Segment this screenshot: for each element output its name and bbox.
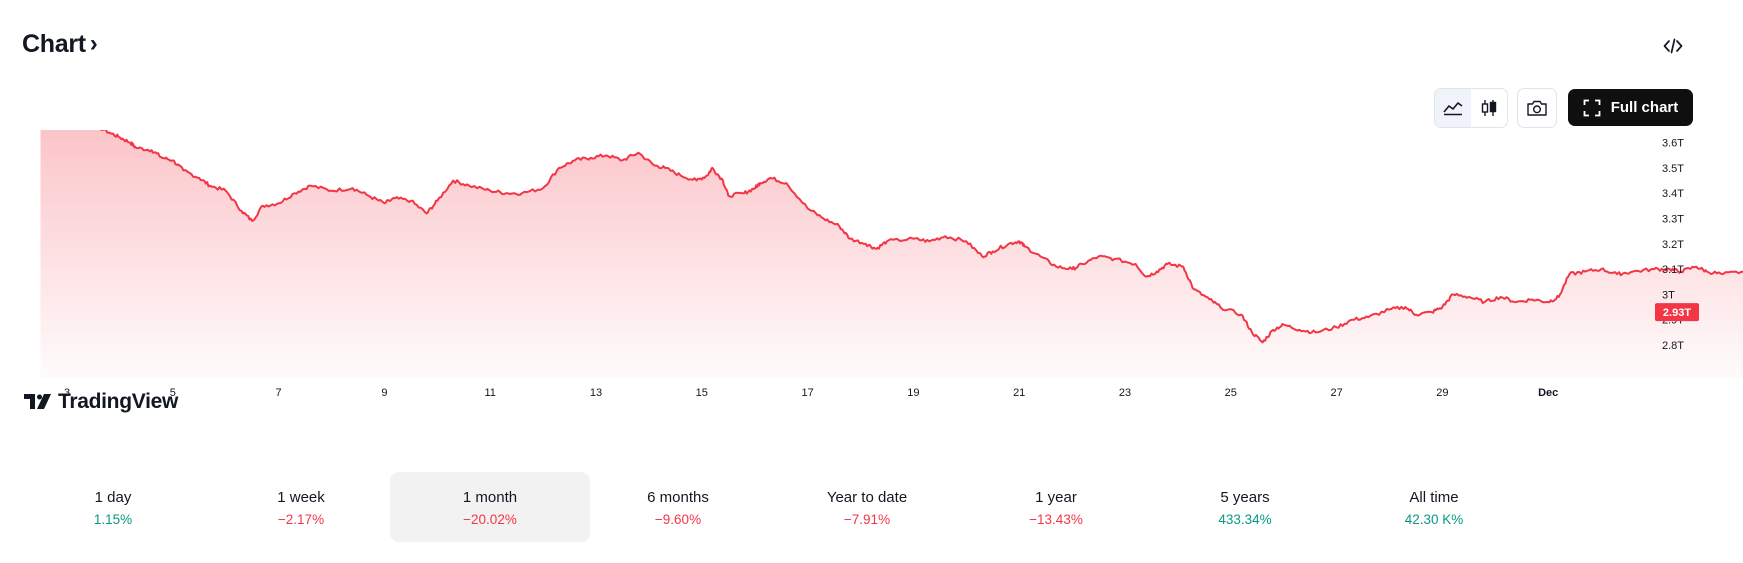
period-change-value: −13.43% bbox=[1029, 512, 1083, 527]
screenshot-button[interactable] bbox=[1517, 88, 1557, 128]
candlestick-chart-button[interactable] bbox=[1471, 89, 1507, 127]
period-label: 1 week bbox=[277, 489, 325, 506]
y-tick-label: 3.1T bbox=[1662, 264, 1684, 276]
x-tick-label: 11 bbox=[484, 387, 495, 399]
period-tab-6-months[interactable]: 6 months −9.60% bbox=[578, 472, 778, 542]
period-tab-year-to-date[interactable]: Year to date −7.91% bbox=[767, 472, 967, 542]
x-tick-label: 25 bbox=[1225, 387, 1237, 399]
fullscreen-icon bbox=[1583, 99, 1601, 116]
period-label: 5 years bbox=[1220, 489, 1270, 506]
x-tick-label: Dec bbox=[1538, 387, 1558, 399]
period-label: Year to date bbox=[826, 489, 908, 506]
period-change-value: −7.91% bbox=[843, 512, 891, 527]
period-performance-tabs: 1 day 1.15% 1 week −2.17% 1 month −20.02% 6 mo… bbox=[0, 472, 1743, 544]
last-price-badge bbox=[1655, 303, 1699, 322]
price-area-fill bbox=[40, 130, 1743, 378]
tradingview-logo-text: TradingView bbox=[58, 390, 179, 413]
x-tick-label: 13 bbox=[590, 387, 602, 399]
period-label: 1 month bbox=[462, 489, 518, 506]
x-tick-label: 23 bbox=[1119, 387, 1131, 399]
x-tick-label: 3 bbox=[64, 387, 70, 399]
y-tick-label: 3.3T bbox=[1662, 214, 1684, 226]
period-tab-1-week[interactable]: 1 week −2.17% bbox=[201, 472, 401, 542]
tradingview-logo-icon bbox=[24, 394, 51, 409]
period-tab-5-years[interactable]: 5 years 433.34% bbox=[1145, 472, 1345, 542]
period-label: 1 day bbox=[94, 489, 132, 506]
period-label: All time bbox=[1409, 489, 1459, 506]
y-tick-label: 3.6T bbox=[1662, 138, 1684, 150]
period-tab-1-year[interactable]: 1 year −13.43% bbox=[956, 472, 1156, 542]
x-tick-label: 9 bbox=[381, 387, 387, 399]
chart-type-toggle bbox=[1434, 88, 1508, 128]
price-chart[interactable]: 3 5 7 9 11 13 15 17 19 21 23 25 27 29 Dec 3.6T 3.5T 3.4T… bbox=[0, 130, 1743, 450]
x-tick-label: 19 bbox=[907, 387, 919, 399]
period-change-value: 42.30 K% bbox=[1404, 512, 1464, 527]
code-icon bbox=[1663, 38, 1683, 54]
y-tick-label: 3.5T bbox=[1662, 163, 1684, 175]
page-title: Chart bbox=[22, 30, 86, 58]
period-tab-all-time[interactable]: All time 42.30 K% bbox=[1334, 472, 1534, 542]
period-change-value: 433.34% bbox=[1218, 512, 1272, 527]
chevron-right-icon: › bbox=[89, 29, 98, 57]
period-change-value: −20.02% bbox=[463, 512, 517, 527]
y-tick-label: 2.8T bbox=[1662, 340, 1684, 352]
chart-title-link[interactable]: Chart › bbox=[22, 30, 98, 59]
period-label: 6 months bbox=[647, 489, 709, 506]
tradingview-logo: TradingView bbox=[24, 390, 178, 414]
x-tick-label: 7 bbox=[276, 387, 282, 399]
y-tick-label: 3.4T bbox=[1662, 188, 1684, 200]
period-tab-1-day[interactable]: 1 day 1.15% bbox=[13, 472, 213, 542]
area-chart-button[interactable] bbox=[1435, 89, 1471, 127]
x-tick-label: 15 bbox=[696, 387, 708, 399]
x-tick-label: 27 bbox=[1330, 387, 1342, 399]
x-tick-label: 17 bbox=[801, 387, 813, 399]
period-tab-1-month[interactable]: 1 month −20.02% bbox=[390, 472, 590, 542]
x-tick-label: 5 bbox=[170, 387, 176, 399]
period-change-value: −9.60% bbox=[654, 512, 702, 527]
last-price-badge-label: 2.93T bbox=[1663, 307, 1691, 319]
area-chart-icon bbox=[1443, 102, 1463, 116]
embed-code-button[interactable] bbox=[1658, 34, 1688, 58]
period-change-value: −2.17% bbox=[277, 512, 325, 527]
y-tick-label: 3T bbox=[1662, 289, 1675, 301]
x-tick-label: 29 bbox=[1436, 387, 1448, 399]
candlestick-icon bbox=[1481, 100, 1497, 116]
full-chart-label: Full chart bbox=[1610, 99, 1679, 116]
camera-icon bbox=[1527, 100, 1547, 116]
period-label: 1 year bbox=[1035, 489, 1077, 506]
y-tick-label: 3.2T bbox=[1662, 239, 1684, 251]
period-change-value: 1.15% bbox=[93, 512, 133, 527]
full-chart-button[interactable]: Full chart bbox=[1568, 89, 1693, 126]
x-tick-label: 21 bbox=[1013, 387, 1025, 399]
price-series-line bbox=[100, 130, 1743, 344]
